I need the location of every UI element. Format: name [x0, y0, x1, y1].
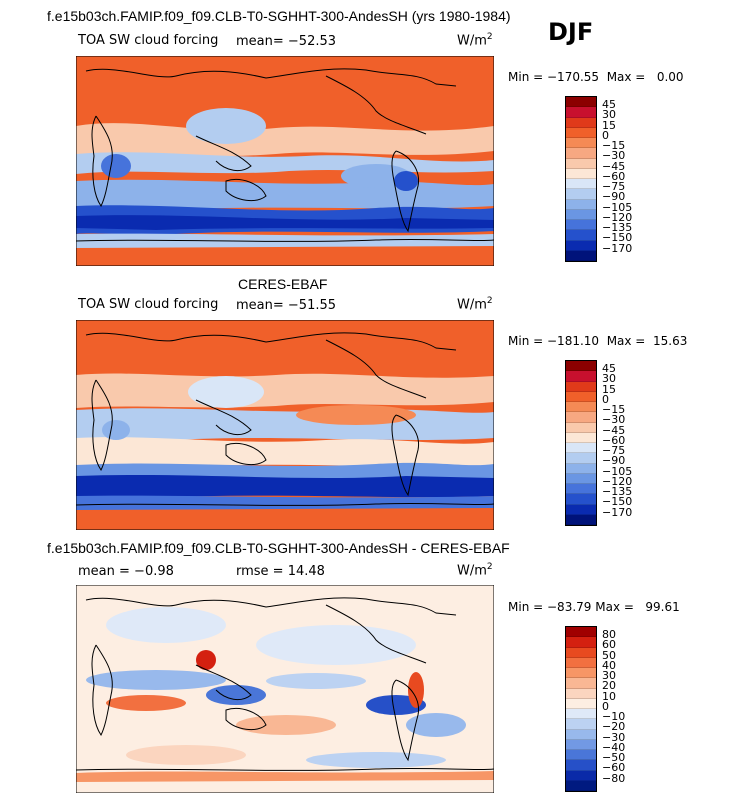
- panel1-minmax: Min = −170.55 Max = 0.00: [508, 70, 684, 84]
- panel3-rmse-value: 14.48: [287, 564, 325, 579]
- panel3-minmax: Min = −83.79 Max = 99.61: [508, 600, 680, 614]
- panel2-title: CERES-EBAF: [238, 276, 328, 292]
- panel3-title: f.e15b03ch.FAMIP.f09_f09.CLB-T0-SGHHT-30…: [47, 540, 510, 556]
- panel2-variable: TOA SW cloud forcing: [78, 297, 219, 312]
- panel1-colorbar-labels: 45 30 15 0 −15 −30 −45 −60 −75 −90 −105 −120 −135 −15…: [602, 98, 633, 255]
- panel1-colorbar: [565, 96, 597, 262]
- panel2-units: W/m2: [457, 296, 493, 313]
- panel2-mean: mean= −51.55: [236, 298, 336, 313]
- panel1-mean: mean= −52.53: [236, 34, 336, 49]
- panel2-mean-value: −51.55: [287, 298, 337, 313]
- panel3-units: W/m2: [457, 562, 493, 579]
- panel1-title: f.e15b03ch.FAMIP.f09_f09.CLB-T0-SGHHT-30…: [47, 8, 511, 24]
- panel1-map: [76, 56, 494, 266]
- panel2-colorbar: [565, 360, 597, 526]
- panel1-mean-label: mean=: [236, 34, 284, 49]
- panel3-mean: mean = −0.98: [78, 564, 174, 579]
- panel3-rmse: rmse = 14.48: [236, 564, 325, 579]
- panel3-colorbar: [565, 626, 597, 792]
- panel3-rmse-label: rmse =: [236, 564, 284, 579]
- panel1-variable: TOA SW cloud forcing: [78, 33, 219, 48]
- panel2-minmax: Min = −181.10 Max = 15.63: [508, 334, 688, 348]
- season-label: DJF: [548, 18, 594, 46]
- panel1-units: W/m2: [457, 32, 493, 49]
- panel2-mean-label: mean=: [236, 298, 284, 313]
- panel3-colorbar-labels: 80 60 50 40 30 20 10 0 −10 −20 −30 −40 −50 −60 −80: [602, 628, 626, 785]
- panel3-mean-value: −0.98: [134, 564, 174, 579]
- panel2-colorbar-labels: 45 30 15 0 −15 −30 −45 −60 −75 −90 −105 −120 −135 −15…: [602, 362, 633, 519]
- panel2-map: [76, 320, 494, 530]
- panel3-map: [76, 585, 494, 793]
- panel1-mean-value: −52.53: [287, 34, 337, 49]
- panel3-mean-label: mean =: [78, 564, 130, 579]
